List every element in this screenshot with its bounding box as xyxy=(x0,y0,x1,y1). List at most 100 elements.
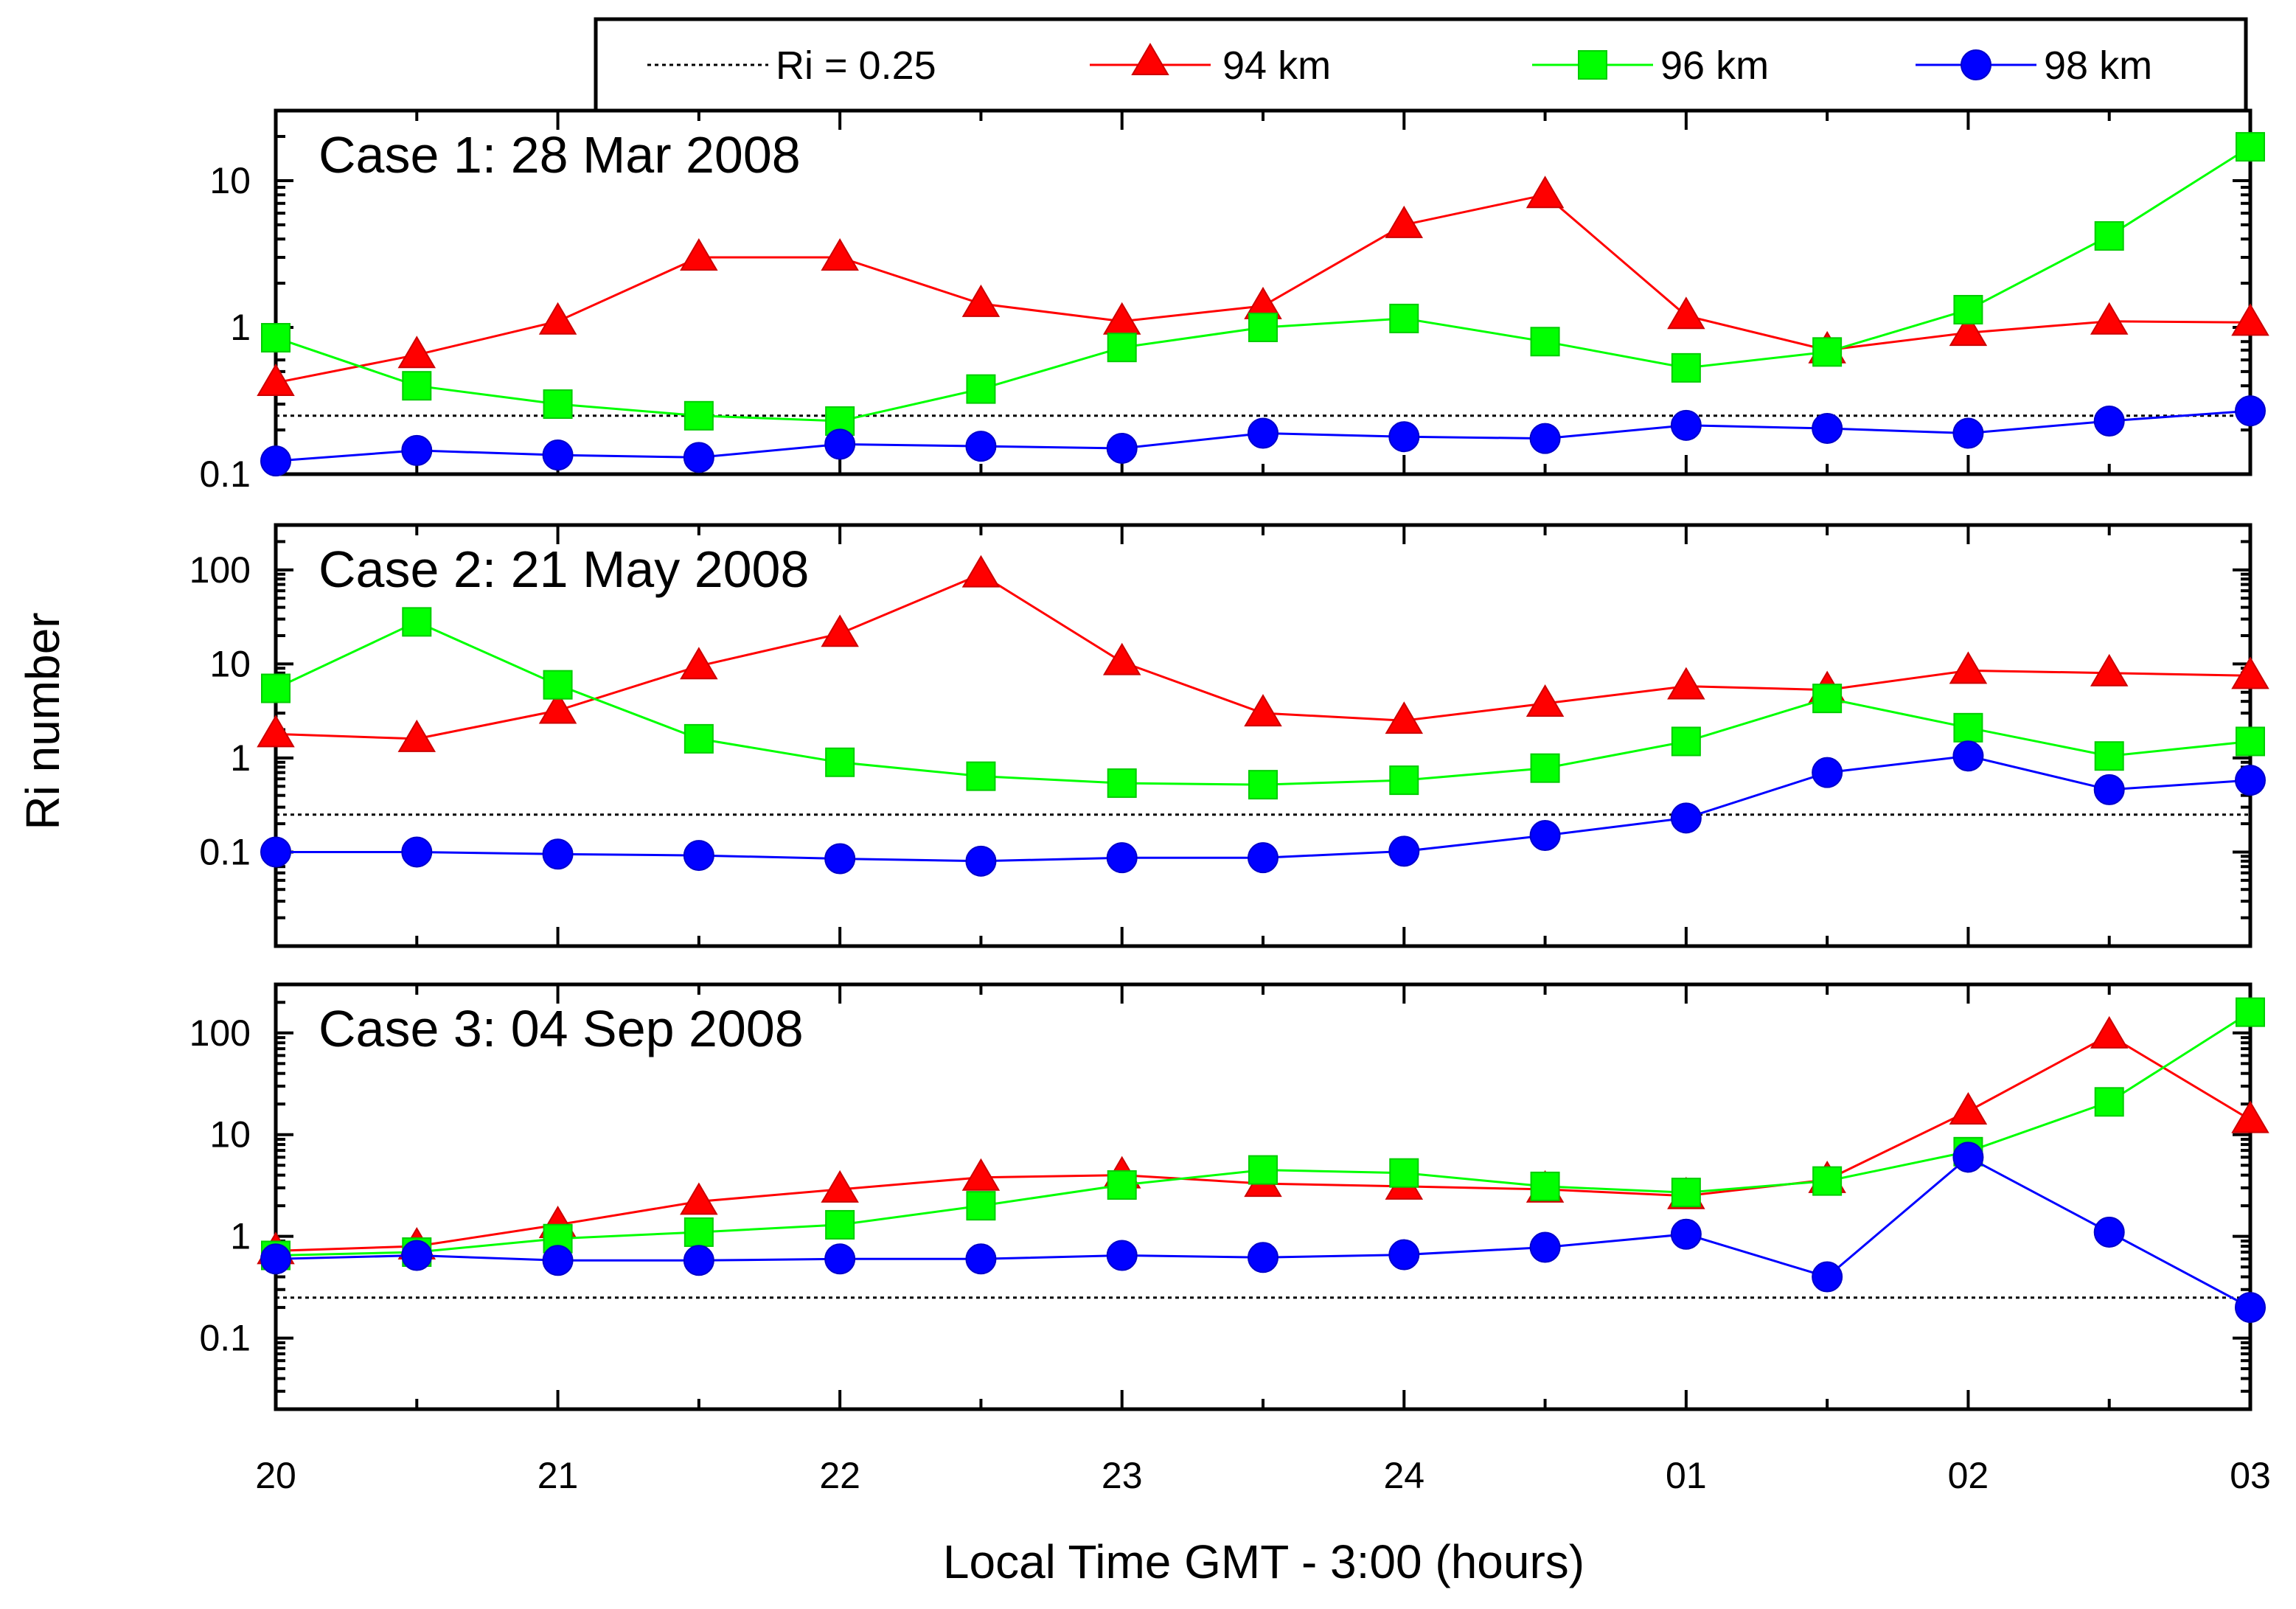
y-axis-title: Ri number xyxy=(16,612,69,830)
legend-item-98km: 98 km xyxy=(1916,44,2152,88)
y-tick-label: 100 xyxy=(189,549,251,591)
data-point-94km xyxy=(1385,701,1424,734)
data-point-98km xyxy=(1812,757,1843,788)
x-tick-label: 23 xyxy=(1102,1455,1143,1496)
x-tick-label: 02 xyxy=(1948,1455,1989,1496)
data-point-98km xyxy=(1812,1261,1843,1293)
data-point-96km xyxy=(2236,997,2265,1027)
data-point-96km xyxy=(1671,1178,1701,1208)
data-point-98km xyxy=(1670,1218,1702,1250)
data-point-96km xyxy=(261,673,291,703)
data-point-98km xyxy=(965,431,997,462)
legend-label-94km: 94 km xyxy=(1222,44,1331,88)
data-point-96km xyxy=(1248,1155,1278,1185)
y-tick-label: 1 xyxy=(230,307,251,348)
data-point-98km xyxy=(824,843,856,875)
x-tick-label: 22 xyxy=(819,1455,860,1496)
data-point-96km xyxy=(2236,132,2265,162)
data-point-96km xyxy=(2094,741,2124,771)
data-point-98km xyxy=(683,1245,714,1276)
data-point-94km xyxy=(538,302,577,335)
y-tick-label: 0.1 xyxy=(199,831,251,872)
data-point-96km xyxy=(402,371,432,401)
y-tick-label: 1 xyxy=(230,737,251,779)
data-point-94km xyxy=(961,1158,1001,1191)
data-point-94km xyxy=(397,719,436,752)
data-point-94km xyxy=(2090,1015,2129,1049)
data-point-98km xyxy=(542,838,574,870)
data-point-94km xyxy=(680,1182,718,1215)
data-point-94km xyxy=(397,336,436,369)
data-point-96km xyxy=(1389,1158,1419,1188)
data-point-96km xyxy=(1530,1171,1560,1201)
data-point-96km xyxy=(2094,1087,2124,1117)
x-tick-label: 20 xyxy=(255,1455,296,1496)
data-point-94km xyxy=(1526,176,1565,209)
data-point-98km xyxy=(824,428,856,460)
data-point-96km xyxy=(1107,1170,1137,1200)
data-point-94km xyxy=(680,647,718,680)
data-point-96km xyxy=(683,1217,714,1247)
y-tick-label: 1 xyxy=(230,1216,251,1257)
data-point-96km xyxy=(261,323,291,353)
x-tick-label: 24 xyxy=(1383,1455,1424,1496)
data-point-94km xyxy=(1667,296,1705,330)
data-point-98km xyxy=(824,1243,856,1275)
data-point-94km xyxy=(961,555,1001,588)
data-point-94km xyxy=(2231,303,2269,336)
data-point-98km xyxy=(965,845,997,877)
data-point-98km xyxy=(2093,774,2125,805)
data-point-98km xyxy=(1388,421,1420,453)
panel-1: 0.1 1 10 Case 1: 28 Mar 2008 xyxy=(199,108,2269,495)
panel-2: 0.1 1 10 100 Case 2: 21 May 2008 xyxy=(189,523,2269,948)
data-point-96km xyxy=(543,389,573,420)
x-tick-label: 01 xyxy=(1666,1455,1707,1496)
data-point-98km xyxy=(1529,423,1561,454)
data-point-94km xyxy=(2090,653,2129,687)
legend-label-threshold: Ri = 0.25 xyxy=(776,44,936,88)
data-point-96km xyxy=(1389,303,1419,333)
legend-circle-icon xyxy=(1961,49,1991,80)
data-point-96km xyxy=(1812,684,1843,714)
data-point-96km xyxy=(966,1191,996,1221)
data-point-98km xyxy=(542,1245,574,1276)
legend-item-94km: 94 km xyxy=(1090,43,1331,88)
data-point-98km xyxy=(1529,820,1561,852)
data-point-96km xyxy=(1248,770,1278,800)
data-point-96km xyxy=(2236,726,2265,757)
data-point-96km xyxy=(1812,337,1843,367)
data-point-98km xyxy=(1812,412,1843,444)
data-point-98km xyxy=(1952,1141,1984,1173)
data-point-96km xyxy=(543,670,573,700)
data-point-96km xyxy=(1812,1166,1843,1196)
data-point-96km xyxy=(1953,712,1983,743)
data-point-96km xyxy=(683,400,714,431)
data-point-98km xyxy=(1248,842,1279,874)
panel-3: 0.1 1 10 100 Case 3: 04 Sep 2008 xyxy=(189,982,2269,1411)
x-tick-label: 21 xyxy=(538,1455,579,1496)
data-point-96km xyxy=(825,1209,855,1240)
data-point-96km xyxy=(1671,726,1701,757)
data-point-94km xyxy=(1667,667,1705,700)
legend-item-96km: 96 km xyxy=(1532,44,1769,88)
data-point-98km xyxy=(401,1240,433,1271)
legend-triangle-icon xyxy=(1131,43,1169,75)
data-point-94km xyxy=(2231,656,2269,689)
data-point-94km xyxy=(961,284,1001,317)
data-point-98km xyxy=(260,445,291,477)
data-point-94km xyxy=(1102,642,1141,675)
data-point-94km xyxy=(821,614,859,647)
data-point-98km xyxy=(965,1243,997,1275)
data-point-94km xyxy=(680,238,718,271)
y-tick-label: 10 xyxy=(209,160,251,201)
data-point-96km xyxy=(1671,352,1701,383)
data-point-94km xyxy=(1385,205,1424,238)
data-point-98km xyxy=(2235,1292,2266,1324)
data-point-96km xyxy=(1107,333,1137,363)
data-point-94km xyxy=(1949,313,1988,347)
y-tick-label: 10 xyxy=(209,1114,251,1156)
data-point-98km xyxy=(1952,740,1984,772)
series-line-96km xyxy=(275,145,2251,423)
data-point-98km xyxy=(1248,417,1279,449)
